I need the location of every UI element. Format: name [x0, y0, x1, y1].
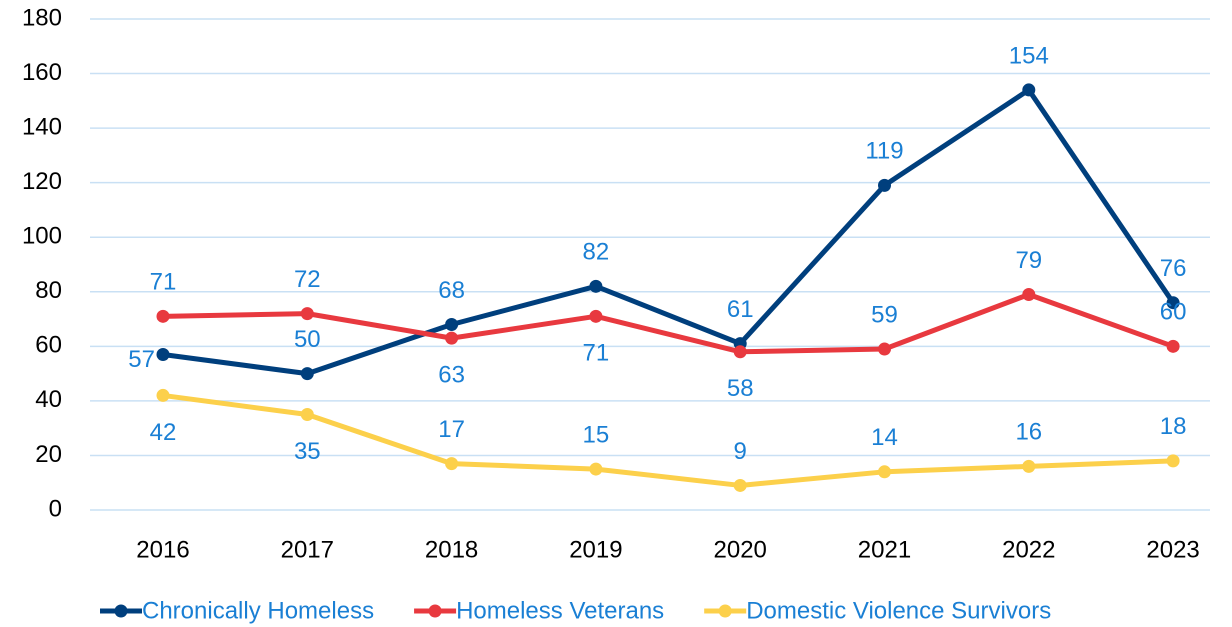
- data-point: [1022, 83, 1036, 97]
- data-label: 15: [583, 421, 610, 448]
- data-label: 60: [1160, 299, 1187, 326]
- data-point: [445, 318, 459, 332]
- data-label: 68: [438, 277, 465, 304]
- x-tick-label: 2023: [1146, 536, 1199, 563]
- data-label: 35: [294, 438, 321, 465]
- x-tick-label: 2017: [281, 536, 334, 563]
- data-label: 71: [583, 340, 610, 367]
- legend-label: Homeless Veterans: [456, 597, 664, 624]
- data-label: 58: [727, 375, 754, 402]
- data-label: 82: [583, 239, 610, 266]
- data-label: 154: [1009, 42, 1049, 69]
- data-point: [300, 307, 314, 321]
- x-tick-label: 2020: [714, 536, 767, 563]
- y-tick-label: 20: [35, 441, 62, 468]
- series-line: [162, 392, 1174, 488]
- data-point: [445, 457, 459, 471]
- data-label: 18: [1160, 413, 1187, 440]
- data-point: [589, 309, 603, 323]
- y-tick-label: 180: [22, 4, 62, 31]
- x-tick-label: 2019: [569, 536, 622, 563]
- y-tick-label: 120: [22, 168, 62, 195]
- y-tick-label: 140: [22, 113, 62, 140]
- data-point: [156, 388, 170, 402]
- data-label: 76: [1160, 255, 1187, 282]
- data-point: [156, 309, 170, 323]
- y-tick-label: 0: [49, 495, 62, 522]
- data-point: [878, 342, 891, 356]
- legend-marker: [428, 604, 442, 618]
- data-label: 16: [1015, 419, 1042, 446]
- data-point: [1166, 339, 1180, 353]
- x-tick-label: 2021: [858, 536, 911, 563]
- y-tick-label: 80: [35, 277, 62, 304]
- data-label: 50: [294, 326, 321, 353]
- data-label: 79: [1015, 247, 1042, 274]
- x-tick-label: 2018: [425, 536, 478, 563]
- data-point: [733, 345, 747, 359]
- data-label: 63: [438, 361, 465, 388]
- legend-marker: [114, 604, 128, 618]
- data-label: 59: [871, 301, 898, 328]
- data-point: [878, 465, 891, 479]
- x-tick-label: 2016: [136, 536, 189, 563]
- data-point: [300, 408, 314, 422]
- legend-marker: [718, 604, 732, 618]
- data-point: [878, 178, 891, 192]
- data-label: 17: [438, 416, 465, 443]
- data-label: 119: [865, 138, 903, 165]
- data-label: 9: [734, 438, 747, 465]
- data-label: 71: [150, 269, 177, 296]
- legend-label: Domestic Violence Survivors: [746, 597, 1051, 624]
- data-point: [1166, 296, 1180, 310]
- data-point: [589, 279, 603, 293]
- data-point: [733, 478, 747, 492]
- series-line: [162, 292, 1174, 355]
- data-label: 61: [727, 296, 754, 323]
- data-label: 14: [871, 424, 898, 451]
- y-tick-label: 60: [35, 332, 62, 359]
- data-point: [156, 348, 170, 362]
- y-tick-label: 160: [22, 59, 62, 86]
- data-point: [1022, 288, 1036, 302]
- data-point: [589, 462, 603, 476]
- x-tick-label: 2022: [1002, 536, 1055, 563]
- y-tick-label: 40: [35, 386, 62, 413]
- data-label: 72: [294, 266, 321, 293]
- data-point: [445, 331, 459, 345]
- data-point: [300, 367, 314, 381]
- series-line: [162, 87, 1176, 377]
- data-label: 42: [150, 419, 177, 446]
- data-label: 57: [128, 346, 155, 373]
- legend-label: Chronically Homeless: [142, 597, 374, 624]
- y-tick-label: 100: [22, 223, 62, 250]
- data-point: [1022, 459, 1036, 473]
- data-point: [1166, 454, 1180, 468]
